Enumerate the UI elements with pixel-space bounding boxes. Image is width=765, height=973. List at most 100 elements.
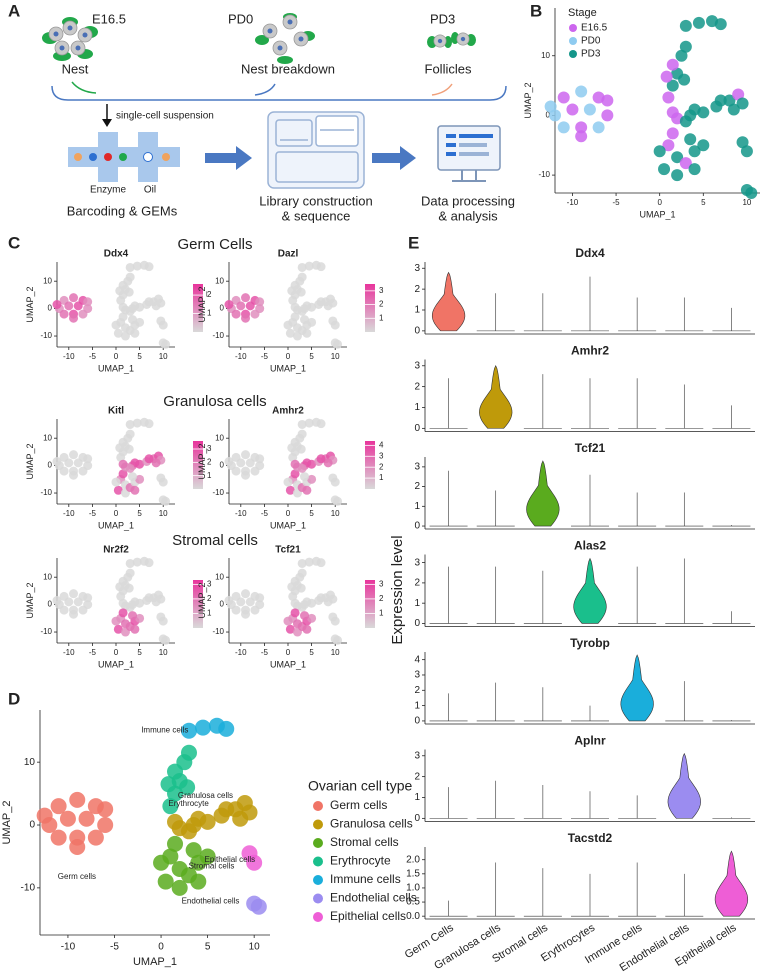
point bbox=[330, 320, 340, 330]
point bbox=[69, 313, 79, 323]
point bbox=[59, 466, 69, 476]
point bbox=[241, 293, 251, 303]
reagent-label: Oil bbox=[144, 185, 156, 196]
reagent-label: Enzyme bbox=[90, 185, 127, 196]
y-tick-label: 0 bbox=[48, 461, 53, 470]
colorbar-label: 2 bbox=[379, 300, 384, 309]
colorbar-label: 2 bbox=[379, 594, 384, 603]
point bbox=[330, 477, 340, 487]
y-tick-label: 3 bbox=[414, 360, 420, 371]
y-axis-label: UMAP_2 bbox=[25, 443, 35, 479]
point bbox=[144, 593, 154, 603]
violin bbox=[429, 900, 468, 917]
violin bbox=[618, 566, 657, 624]
y-tick-label: 10 bbox=[43, 276, 52, 285]
point bbox=[78, 466, 88, 476]
y-tick-label: 1.0 bbox=[406, 883, 420, 894]
y-tick-label: 4 bbox=[414, 654, 420, 665]
y-tick-label: 1 bbox=[414, 501, 420, 512]
y-tick-label: 1 bbox=[414, 700, 420, 711]
violin bbox=[665, 681, 704, 722]
x-tick-label: 10 bbox=[331, 509, 340, 518]
y-axis-label: UMAP_2 bbox=[197, 582, 207, 618]
chart-title: Kitl bbox=[108, 406, 124, 417]
x-tick-label: 0 bbox=[286, 509, 291, 518]
x-tick-label: 0 bbox=[114, 352, 119, 361]
legend-label: Granulosa cells bbox=[330, 817, 413, 831]
point bbox=[115, 443, 125, 453]
violin bbox=[476, 293, 515, 332]
point bbox=[307, 474, 317, 484]
point bbox=[144, 558, 154, 568]
point bbox=[125, 419, 135, 429]
point bbox=[316, 262, 326, 272]
y-tick-label: 0 bbox=[48, 304, 53, 313]
y-tick-label: 1 bbox=[414, 792, 420, 803]
point bbox=[736, 136, 749, 149]
cluster-label: Immune cells bbox=[141, 725, 188, 734]
legend-label: PD0 bbox=[581, 36, 601, 47]
legend-label: Germ cells bbox=[330, 798, 387, 812]
point bbox=[304, 557, 314, 567]
colorbar bbox=[193, 284, 203, 332]
colorbar-label: 1 bbox=[207, 309, 212, 318]
y-axis-label: UMAP_2 bbox=[1, 800, 13, 844]
x-tick-label: -5 bbox=[261, 509, 269, 518]
y-tick-label: -10 bbox=[212, 331, 224, 340]
point bbox=[285, 624, 295, 634]
colorbar-label: 3 bbox=[379, 451, 384, 460]
colorbar-label: 2 bbox=[207, 457, 212, 466]
point bbox=[151, 597, 161, 607]
y-tick-label: 0 bbox=[414, 326, 420, 337]
violin bbox=[712, 405, 751, 429]
y-axis-label: UMAP_2 bbox=[197, 443, 207, 479]
point bbox=[304, 261, 314, 271]
colorbar bbox=[193, 441, 203, 489]
violin bbox=[712, 817, 751, 819]
violin bbox=[571, 276, 609, 332]
legend-swatch bbox=[569, 24, 577, 32]
point bbox=[688, 103, 701, 116]
point bbox=[684, 133, 697, 146]
point bbox=[179, 779, 196, 796]
point bbox=[653, 145, 666, 158]
point bbox=[714, 94, 727, 107]
y-axis-label: UMAP_2 bbox=[197, 286, 207, 322]
point bbox=[69, 450, 79, 460]
x-tick-label: 0 bbox=[286, 648, 291, 657]
point bbox=[307, 613, 317, 623]
point bbox=[118, 608, 128, 618]
point bbox=[231, 309, 241, 319]
y-tick-label: 0 bbox=[220, 600, 225, 609]
cluster-label: Stromal cells bbox=[189, 861, 235, 870]
point bbox=[113, 328, 123, 338]
point bbox=[666, 79, 679, 92]
violin bbox=[714, 850, 749, 917]
point bbox=[285, 485, 295, 495]
x-tick-label: -10 bbox=[235, 509, 247, 518]
cell-icon bbox=[272, 40, 288, 56]
point bbox=[662, 139, 675, 152]
point bbox=[290, 469, 300, 479]
violin bbox=[620, 654, 654, 722]
point bbox=[69, 839, 86, 856]
point bbox=[290, 312, 300, 322]
point bbox=[283, 616, 293, 626]
point bbox=[666, 106, 679, 119]
point bbox=[727, 103, 740, 116]
point bbox=[316, 593, 326, 603]
colorbar-label: 2 bbox=[207, 594, 212, 603]
colorbar bbox=[193, 580, 203, 628]
point bbox=[185, 842, 202, 859]
point bbox=[575, 121, 588, 134]
point bbox=[297, 272, 307, 282]
x-tick-label: 0 bbox=[114, 509, 119, 518]
point bbox=[59, 810, 76, 827]
point bbox=[83, 593, 93, 603]
point bbox=[158, 477, 168, 487]
legend-swatch bbox=[313, 912, 323, 922]
point bbox=[78, 810, 95, 827]
violin bbox=[712, 307, 751, 332]
colorbar-label: 1 bbox=[379, 473, 384, 482]
